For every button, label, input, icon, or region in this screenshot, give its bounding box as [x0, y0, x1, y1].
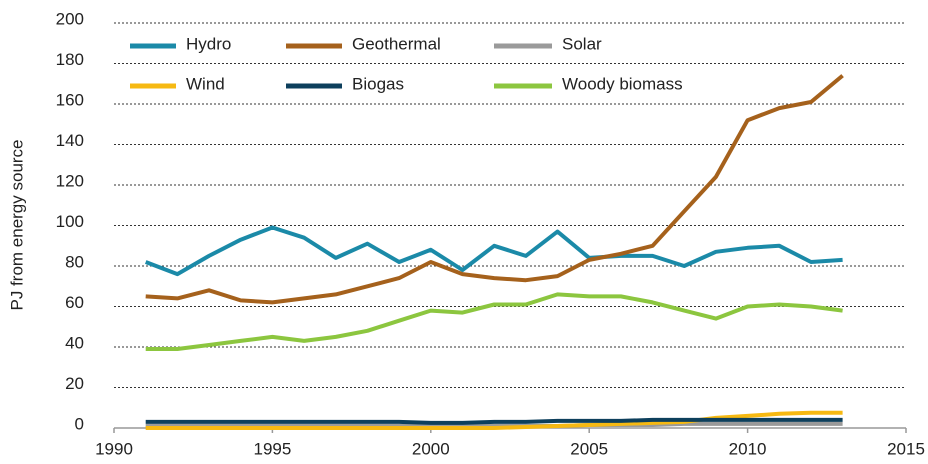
x-tick-label: 2010: [729, 439, 767, 458]
y-tick-label: 60: [65, 293, 84, 312]
series-line: [145, 421, 843, 428]
series-line: [145, 417, 843, 425]
y-tick-label: 0: [75, 414, 84, 433]
y-tick-label: 200: [56, 9, 84, 28]
series-line: [144, 225, 843, 277]
y-tick-label: 140: [56, 131, 84, 150]
y-tick-label: 100: [56, 212, 84, 231]
legend-label: Solar: [562, 34, 602, 53]
y-tick-label: 80: [65, 252, 84, 271]
y-tick-label: 40: [65, 333, 84, 352]
y-tick-label: 20: [65, 374, 84, 393]
legend-label: Biogas: [352, 74, 404, 93]
x-tick-label: 2005: [570, 439, 608, 458]
y-tick-label: 120: [56, 171, 84, 190]
x-tick-label: 2015: [887, 439, 925, 458]
x-tick-label: 2000: [412, 439, 450, 458]
legend-label: Geothermal: [352, 34, 441, 53]
y-axis-label: PJ from energy source: [7, 139, 26, 310]
y-tick-label: 180: [56, 50, 84, 69]
x-tick-label: 1995: [253, 439, 291, 458]
legend-label: Woody biomass: [562, 74, 683, 93]
x-tick-label: 1990: [95, 439, 133, 458]
legend-label: Wind: [186, 74, 225, 93]
legend-label: Hydro: [186, 34, 231, 53]
series-line: [145, 292, 843, 351]
series-line: [145, 74, 844, 305]
y-tick-label: 160: [56, 90, 84, 109]
series-line: [145, 410, 843, 430]
